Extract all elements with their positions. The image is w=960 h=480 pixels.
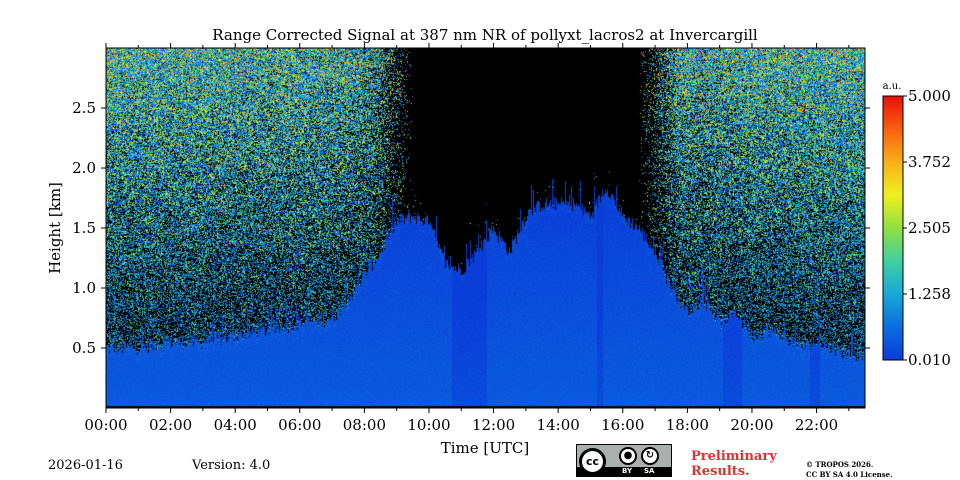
chart-title: Range Corrected Signal at 387 nm NR of p… [212,26,758,44]
heatmap-image [106,48,865,408]
preliminary-line-2: Results. [691,464,750,479]
y-tick-label: 0.5 [72,339,96,357]
cc-badge-band [577,467,671,476]
colorbar-bar [882,95,904,361]
y-tick-label: 1.0 [72,279,96,297]
y-tick-label: 2.0 [72,159,96,177]
footer-version: Version: 4.0 [192,458,271,473]
x-tick-label: 00:00 [84,416,127,434]
cc-sa-label: SA [644,467,655,475]
footer-date: 2026-01-16 [48,458,123,473]
x-axis: 00:00 02:00 04:00 06:00 08:00 10:00 12:00 14:00… [84,43,850,434]
x-axis-label: Time [UTC] [441,439,530,457]
x-tick-label: 14:00 [537,416,580,434]
y-axis-label: Height [km] [46,182,64,274]
colorbar-unit-label: a.u. [883,81,902,92]
x-tick-label: 04:00 [214,416,257,434]
cc-by-label: BY [622,467,633,475]
x-tick-label: 20:00 [730,416,773,434]
preliminary-line-1: Preliminary [691,449,777,464]
colorbar-tick-label: 0.010 [908,351,951,369]
x-tick-label: 10:00 [407,416,450,434]
cc-license-badge[interactable]: cc ● ↻ BY SA [576,444,672,477]
share-alike-icon: ↻ [641,447,659,465]
x-tick-label: 18:00 [666,416,709,434]
copyright-line-1: © TROPOS 2026. [806,460,874,469]
x-tick-label: 16:00 [601,416,644,434]
x-tick-label: 22:00 [795,416,838,434]
colorbar-tick-label: 3.752 [908,153,951,171]
x-tick-label: 02:00 [149,416,192,434]
copyright-note: © TROPOS 2026. CC BY SA 4.0 License. [806,460,893,480]
x-tick-label: 08:00 [343,416,386,434]
colorbar-tick-label: 2.505 [908,219,951,237]
colorbar: 0.010 1.258 2.505 3.752 5.000 [882,87,951,369]
colorbar-tick-label: 5.000 [908,87,951,105]
colorbar-tick-label: 1.258 [908,285,951,303]
y-axis: 0.5 1.0 1.5 2.0 2.5 [72,99,870,357]
preliminary-results-note: Preliminary Results. [691,449,777,479]
x-tick-label: 06:00 [278,416,321,434]
cc-icon: cc [579,448,606,475]
y-tick-label: 1.5 [72,219,96,237]
person-icon: ● [619,447,637,465]
plot-area [105,47,866,409]
copyright-line-2: CC BY SA 4.0 License. [806,470,893,479]
x-tick-label: 12:00 [472,416,515,434]
y-tick-label: 2.5 [72,99,96,117]
